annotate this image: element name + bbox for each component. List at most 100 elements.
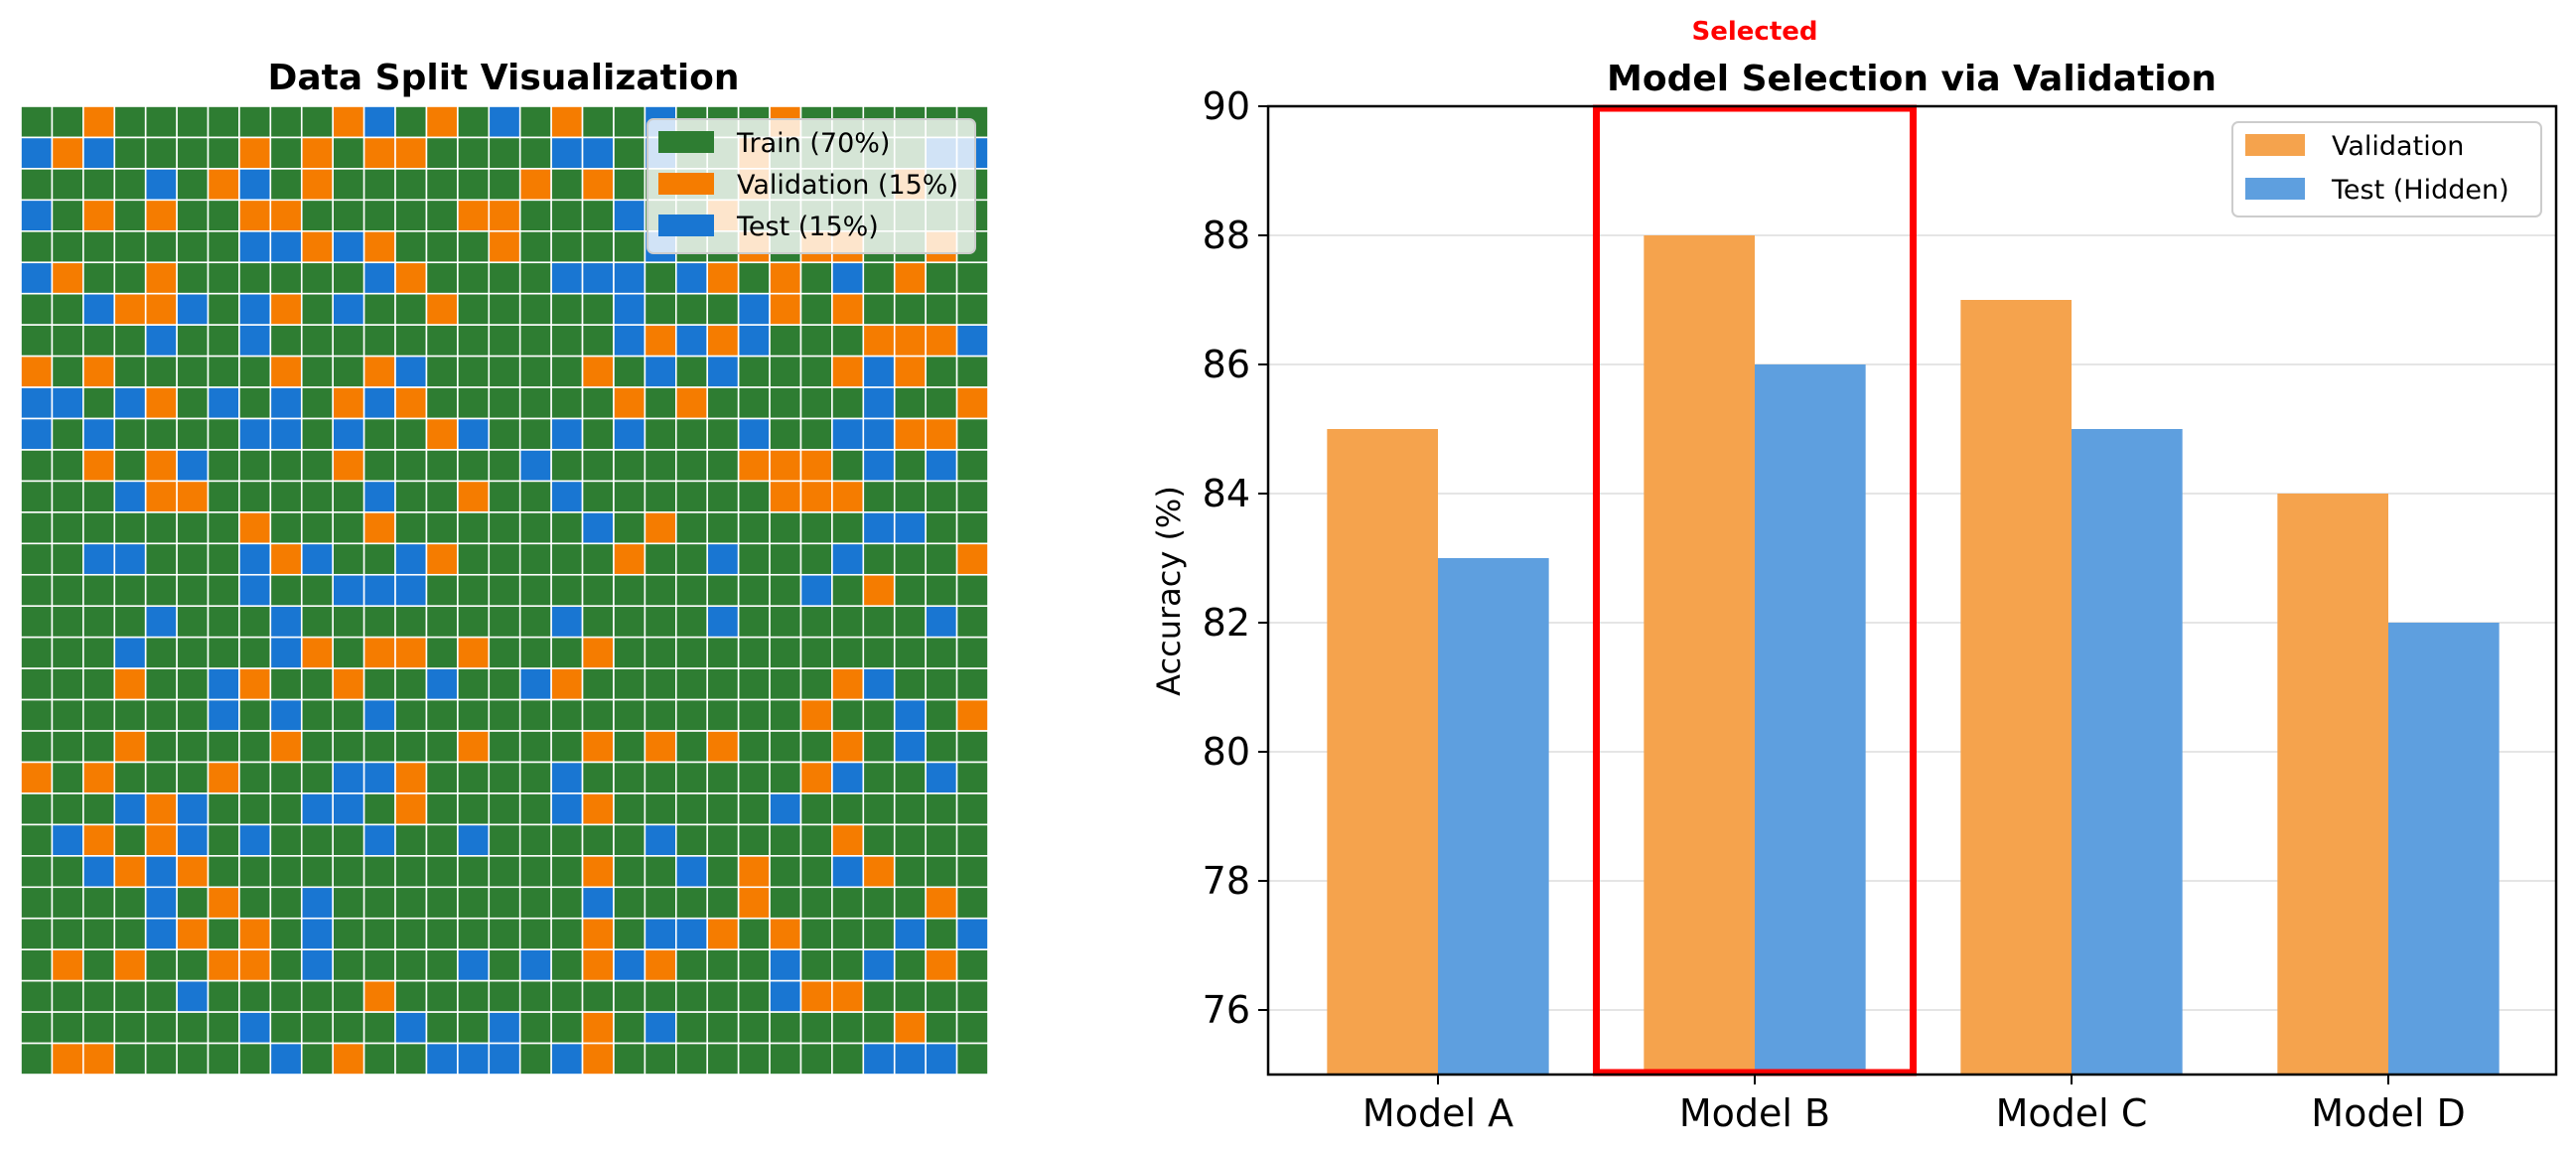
grid-cell-train: [675, 667, 709, 701]
grid-cell-train: [207, 979, 240, 1013]
grid-cell-train: [831, 573, 865, 608]
grid-cell-train: [955, 480, 989, 513]
grid-cell-train: [269, 136, 303, 170]
grid-cell-train: [332, 979, 365, 1013]
grid-cell-train: [675, 698, 709, 732]
grid-cell-test: [269, 417, 303, 451]
grid-cell-train: [925, 386, 958, 420]
grid-cell-test: [955, 324, 989, 358]
grid-cell-train: [176, 386, 210, 420]
grid-cell-train: [362, 168, 396, 202]
grid-cell-test: [862, 511, 896, 545]
grid-cell-train: [425, 698, 459, 732]
grid-cell-train: [425, 449, 459, 483]
grid-cell-train: [20, 511, 54, 545]
grid-cell-train: [176, 761, 210, 794]
grid-cell-train: [207, 792, 240, 826]
grid-cell-train: [176, 355, 210, 388]
grid-cell-train: [362, 1011, 396, 1045]
grid-cell-train: [925, 573, 958, 608]
grid-cell-train: [457, 792, 491, 826]
grid-cell-validation: [925, 886, 958, 920]
grid-cell-train: [581, 105, 615, 139]
grid-cell-validation: [394, 636, 428, 669]
grid-cell-test: [893, 1042, 927, 1076]
grid-cell-train: [613, 1011, 646, 1045]
grid-cell-train: [300, 386, 334, 420]
grid-cell-train: [144, 105, 178, 139]
grid-cell-train: [488, 730, 521, 764]
grid-cell-train: [831, 449, 865, 483]
grid-cell-train: [394, 948, 428, 982]
grid-cell-train: [581, 230, 615, 264]
grid-cell-train: [425, 480, 459, 513]
grid-cell-train: [644, 979, 677, 1013]
grid-cell-train: [706, 948, 740, 982]
data-split-panel: Data Split Visualization Train (70%) Val…: [20, 58, 989, 1076]
grid-cell-train: [799, 636, 833, 669]
grid-cell-train: [207, 542, 240, 576]
grid-cell-train: [144, 667, 178, 701]
grid-cell-train: [20, 605, 54, 639]
grid-cell-train: [113, 230, 147, 264]
grid-cell-train: [675, 636, 709, 669]
grid-cell-train: [51, 792, 84, 826]
grid-cell-train: [51, 355, 84, 388]
grid-cell-test: [238, 324, 272, 358]
grid-cell-test: [737, 324, 771, 358]
grid-cell-test: [394, 1011, 428, 1045]
grid-cell-test: [925, 761, 958, 794]
grid-cell-train: [518, 292, 552, 326]
grid-cell-train: [518, 792, 552, 826]
grid-cell-validation: [488, 199, 521, 232]
grid-cell-train: [769, 761, 802, 794]
grid-cell-train: [207, 292, 240, 326]
grid-cell-test: [269, 605, 303, 639]
grid-cell-train: [675, 886, 709, 920]
grid-cell-train: [893, 449, 927, 483]
grid-cell-validation: [269, 542, 303, 576]
y-tick-label: 90: [1203, 84, 1250, 128]
grid-cell-train: [737, 355, 771, 388]
grid-cell-test: [581, 886, 615, 920]
grid-cell-validation: [550, 667, 584, 701]
grid-cell-test: [300, 917, 334, 950]
grid-cell-train: [706, 1042, 740, 1076]
grid-cell-validation: [394, 386, 428, 420]
grid-cell-test: [644, 917, 677, 950]
grid-cell-test: [644, 823, 677, 857]
grid-cell-test: [831, 855, 865, 889]
grid-cell-train: [675, 449, 709, 483]
grid-cell-train: [831, 698, 865, 732]
grid-cell-train: [362, 605, 396, 639]
grid-cell-train: [82, 1011, 116, 1045]
grid-cell-train: [955, 1042, 989, 1076]
grid-cell-train: [457, 168, 491, 202]
grid-cell-test: [550, 1042, 584, 1076]
grid-cell-train: [862, 261, 896, 295]
grid-cell-test: [769, 948, 802, 982]
grid-cell-train: [113, 886, 147, 920]
grid-cell-train: [425, 730, 459, 764]
grid-cell-validation: [332, 386, 365, 420]
grid-cell-validation: [51, 261, 84, 295]
grid-cell-test: [113, 636, 147, 669]
grid-cell-train: [925, 261, 958, 295]
grid-cell-test: [893, 730, 927, 764]
grid-cell-train: [893, 792, 927, 826]
grid-cell-test: [362, 698, 396, 732]
grid-cell-test: [862, 449, 896, 483]
grid-cell-train: [457, 573, 491, 608]
grid-cell-test: [51, 823, 84, 857]
grid-cell-test: [82, 292, 116, 326]
grid-cell-train: [144, 636, 178, 669]
grid-cell-train: [332, 1011, 365, 1045]
grid-cell-train: [82, 636, 116, 669]
grid-cell-train: [425, 1011, 459, 1045]
grid-cell-validation: [82, 105, 116, 139]
grid-cell-validation: [644, 948, 677, 982]
grid-cell-test: [737, 292, 771, 326]
grid-cell-train: [675, 542, 709, 576]
grid-cell-train: [831, 511, 865, 545]
grid-cell-train: [362, 667, 396, 701]
